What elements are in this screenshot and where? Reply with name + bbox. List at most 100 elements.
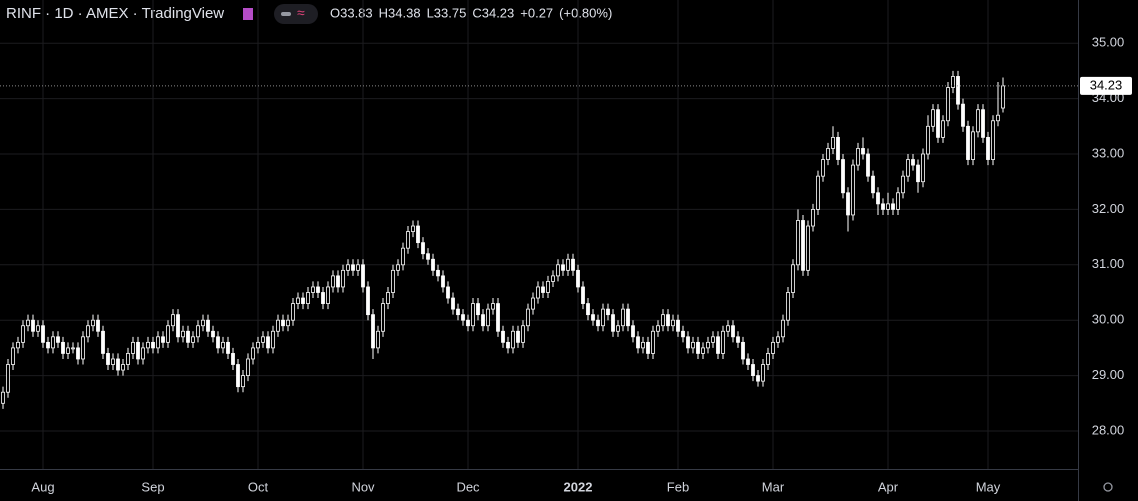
- candle-body: [716, 336, 720, 354]
- candle-body: [311, 286, 315, 293]
- candle-body: [436, 269, 440, 277]
- candle-body: [826, 148, 830, 160]
- candle-body: [971, 131, 975, 160]
- candle-body: [891, 203, 895, 210]
- candle-body: [236, 364, 240, 388]
- candle-body: [381, 303, 385, 332]
- candle-body: [446, 286, 450, 299]
- x-tick-label: Feb: [667, 479, 689, 494]
- candle-body: [586, 303, 590, 316]
- candle-body: [501, 330, 505, 343]
- x-tick-label: Apr: [878, 479, 899, 494]
- candle-body: [881, 203, 885, 210]
- pill-dash: [281, 12, 291, 16]
- indicator-pill[interactable]: [274, 4, 318, 24]
- candle-body: [221, 341, 225, 349]
- candle-body: [816, 175, 820, 210]
- ohlc-value: (+0.80%): [559, 5, 612, 20]
- x-tick-label: Sep: [141, 479, 164, 494]
- candle-body: [211, 330, 215, 338]
- candle-body: [261, 336, 265, 343]
- candle-body: [61, 341, 65, 354]
- candle-body: [616, 325, 620, 332]
- candle-body: [821, 159, 825, 177]
- candle-body: [141, 347, 145, 360]
- candle-body: [546, 281, 550, 293]
- candle-body: [21, 325, 25, 343]
- x-tick-label: Oct: [248, 479, 269, 494]
- candle-body: [331, 275, 335, 288]
- candle-body: [396, 264, 400, 271]
- candle-body: [566, 258, 570, 271]
- candle-body: [896, 192, 900, 210]
- candle-body: [461, 314, 465, 321]
- candle-body: [346, 264, 350, 271]
- candle-body: [506, 341, 510, 349]
- candle-body: [91, 319, 95, 327]
- candle-body: [196, 325, 200, 338]
- candle-body: [886, 203, 890, 210]
- candle-body: [186, 330, 190, 343]
- candle-body: [321, 292, 325, 304]
- candle-body: [626, 308, 630, 327]
- candle-body: [736, 336, 740, 343]
- candle-body: [56, 336, 60, 343]
- candle-body: [921, 153, 925, 183]
- candle-body: [116, 358, 120, 371]
- x-tick-label: Aug: [31, 479, 54, 494]
- candle-body: [341, 269, 345, 288]
- candle-body: [901, 175, 905, 194]
- candle-body: [696, 341, 700, 354]
- candle-body: [726, 325, 730, 332]
- candle-body: [126, 353, 130, 365]
- candle-body: [986, 136, 990, 160]
- candle-body: [366, 286, 370, 316]
- candle-body: [326, 286, 330, 304]
- candle-body: [806, 225, 810, 271]
- candle-body: [246, 358, 250, 376]
- candle-body: [376, 330, 380, 349]
- candle-body: [266, 336, 270, 349]
- y-tick-label: 33.00: [1092, 145, 1125, 160]
- x-tick-label: May: [976, 479, 1001, 494]
- candle-body: [96, 319, 100, 332]
- candle-body: [691, 341, 695, 349]
- candle-body: [391, 269, 395, 293]
- y-tick-label: 35.00: [1092, 35, 1125, 50]
- candle-body: [576, 269, 580, 288]
- candle-body: [426, 253, 430, 260]
- candle-body: [766, 353, 770, 365]
- candle-body: [361, 264, 365, 288]
- candle-body: [431, 258, 435, 271]
- candle-body: [466, 319, 470, 327]
- candle-body: [811, 209, 815, 227]
- settings-icon[interactable]: [1103, 482, 1113, 492]
- y-tick-label: 29.00: [1092, 367, 1125, 382]
- y-tick-label: 32.00: [1092, 201, 1125, 216]
- candle-body: [101, 330, 105, 354]
- candle-body: [516, 330, 520, 343]
- candle-body: [711, 336, 715, 343]
- candle-body: [256, 341, 260, 349]
- candle-body: [1, 391, 5, 404]
- candle-body: [941, 120, 945, 138]
- candle-body: [156, 336, 160, 349]
- ohlc-legend: O33.83 H34.38 L33.75 C34.23 +0.27 (+0.80%): [330, 5, 612, 20]
- ohlc-value: H34.38: [379, 5, 421, 20]
- candle-body: [26, 319, 30, 327]
- flag-icon[interactable]: [243, 8, 253, 20]
- candle-body: [486, 308, 490, 327]
- candle-body: [601, 308, 605, 327]
- candle-body: [636, 336, 640, 349]
- candle-body: [936, 109, 940, 138]
- candle-body: [406, 231, 410, 249]
- candle-body: [31, 319, 35, 332]
- candle-body: [556, 264, 560, 277]
- candle-body: [796, 220, 800, 266]
- candle-body: [401, 247, 405, 266]
- candle-body: [471, 303, 475, 327]
- candle-body: [336, 275, 340, 288]
- candle-body: [281, 319, 285, 327]
- candle-body: [286, 319, 290, 327]
